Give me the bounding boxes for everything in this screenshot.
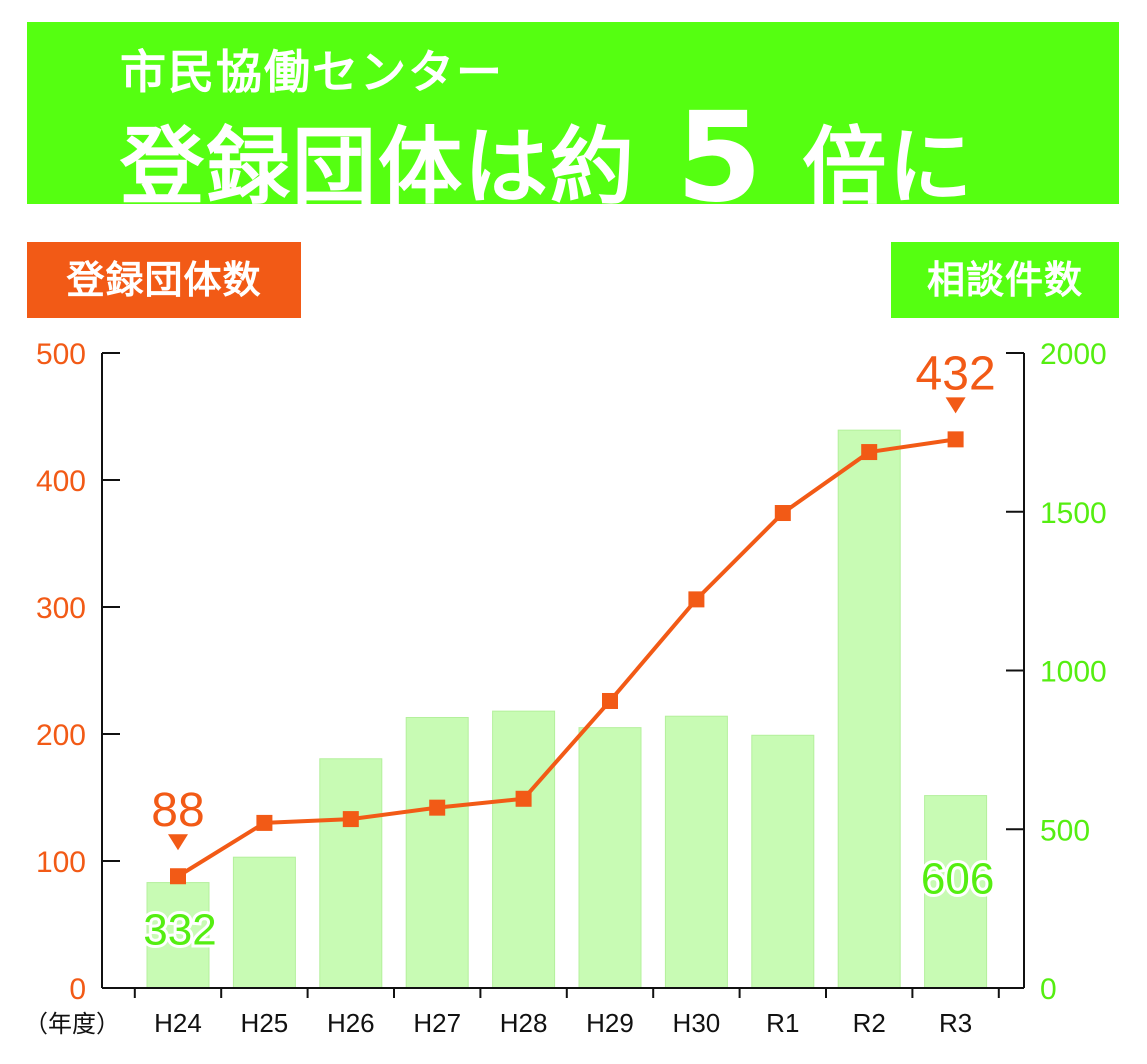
x-tick-label-H29: H29	[586, 1008, 634, 1038]
x-tick-label-R3: R3	[939, 1008, 972, 1038]
bar-H28	[492, 710, 556, 989]
line-point-H29	[602, 692, 618, 709]
right-tick-label-1500: 1500	[1040, 497, 1107, 530]
left-tick-label-500: 500	[36, 338, 86, 371]
line-point-R3	[947, 431, 964, 448]
x-tick-label-H30: H30	[673, 1008, 721, 1038]
x-tick-label-R1: R1	[766, 1008, 799, 1038]
banner-headline: 登録団体は約 5 倍に	[120, 92, 975, 220]
x-tick-label-H26: H26	[327, 1008, 375, 1038]
bar-H24	[146, 882, 210, 989]
labels-layer: 88 432 332 606	[140, 345, 998, 958]
bar-annotation-label-H24: 332	[143, 906, 216, 955]
x-tick-label-H27: H27	[413, 1008, 461, 1038]
bar-H29	[578, 727, 642, 989]
x-tick-label-H25: H25	[241, 1008, 289, 1038]
right-tick-label-2000: 2000	[1040, 338, 1107, 371]
left-tick-label-400: 400	[36, 465, 86, 498]
bar-H26	[319, 758, 383, 989]
bar-H27	[405, 716, 469, 989]
bar-R1	[751, 734, 815, 989]
bar-H25	[232, 856, 296, 989]
line-point-H26	[342, 811, 359, 828]
annotation-label-R3: 432	[916, 347, 996, 400]
line-point-H25	[256, 814, 273, 831]
annotation-marker-H24	[168, 834, 188, 851]
right-tick-label-1000: 1000	[1040, 656, 1107, 689]
bar-R2	[837, 429, 901, 989]
banner-subtitle: 市民協働センター	[120, 45, 504, 99]
left-axis-badge: 登録団体数	[27, 242, 301, 318]
headline-prefix: 登録団体は約	[120, 118, 637, 216]
right-axis-badge: 相談件数	[891, 242, 1119, 318]
bar-annotation-label-R3: 606	[921, 855, 994, 904]
x-tick-label-R2: R2	[853, 1008, 886, 1038]
headline-suffix: 倍に	[802, 118, 975, 216]
left-tick-label-0: 0	[69, 973, 86, 1006]
headline-number: 5	[676, 86, 763, 230]
axes-layer: 0 100 200 300 400 500 0 500 1000 1500 2000 H24 H25 H2…	[24, 338, 1107, 1038]
line-layer	[170, 431, 964, 885]
bar-H30	[664, 715, 728, 989]
line-point-H30	[688, 591, 705, 608]
title-banner: 市民協働センター 登録団体は約 5 倍に	[27, 22, 1119, 220]
bar-R3	[924, 795, 988, 989]
line-point-R2	[861, 444, 878, 461]
annotation-marker-R3	[945, 397, 966, 414]
line-point-H27	[429, 799, 446, 816]
line-series-path	[176, 437, 956, 878]
right-tick-label-500: 500	[1040, 814, 1090, 847]
x-axis-unit-label: （年度）	[24, 1010, 120, 1038]
line-point-H28	[515, 790, 532, 807]
annotation-label-H24: 88	[151, 784, 204, 837]
x-tick-label-H28: H28	[500, 1008, 548, 1038]
line-point-H24	[170, 868, 186, 885]
bars-layer	[146, 429, 988, 989]
right-tick-label-0: 0	[1040, 973, 1057, 1006]
x-tick-label-H24: H24	[154, 1008, 202, 1038]
left-tick-label-300: 300	[36, 592, 86, 625]
line-point-R1	[774, 505, 791, 522]
left-tick-label-200: 200	[36, 719, 86, 752]
left-tick-label-100: 100	[36, 846, 86, 879]
